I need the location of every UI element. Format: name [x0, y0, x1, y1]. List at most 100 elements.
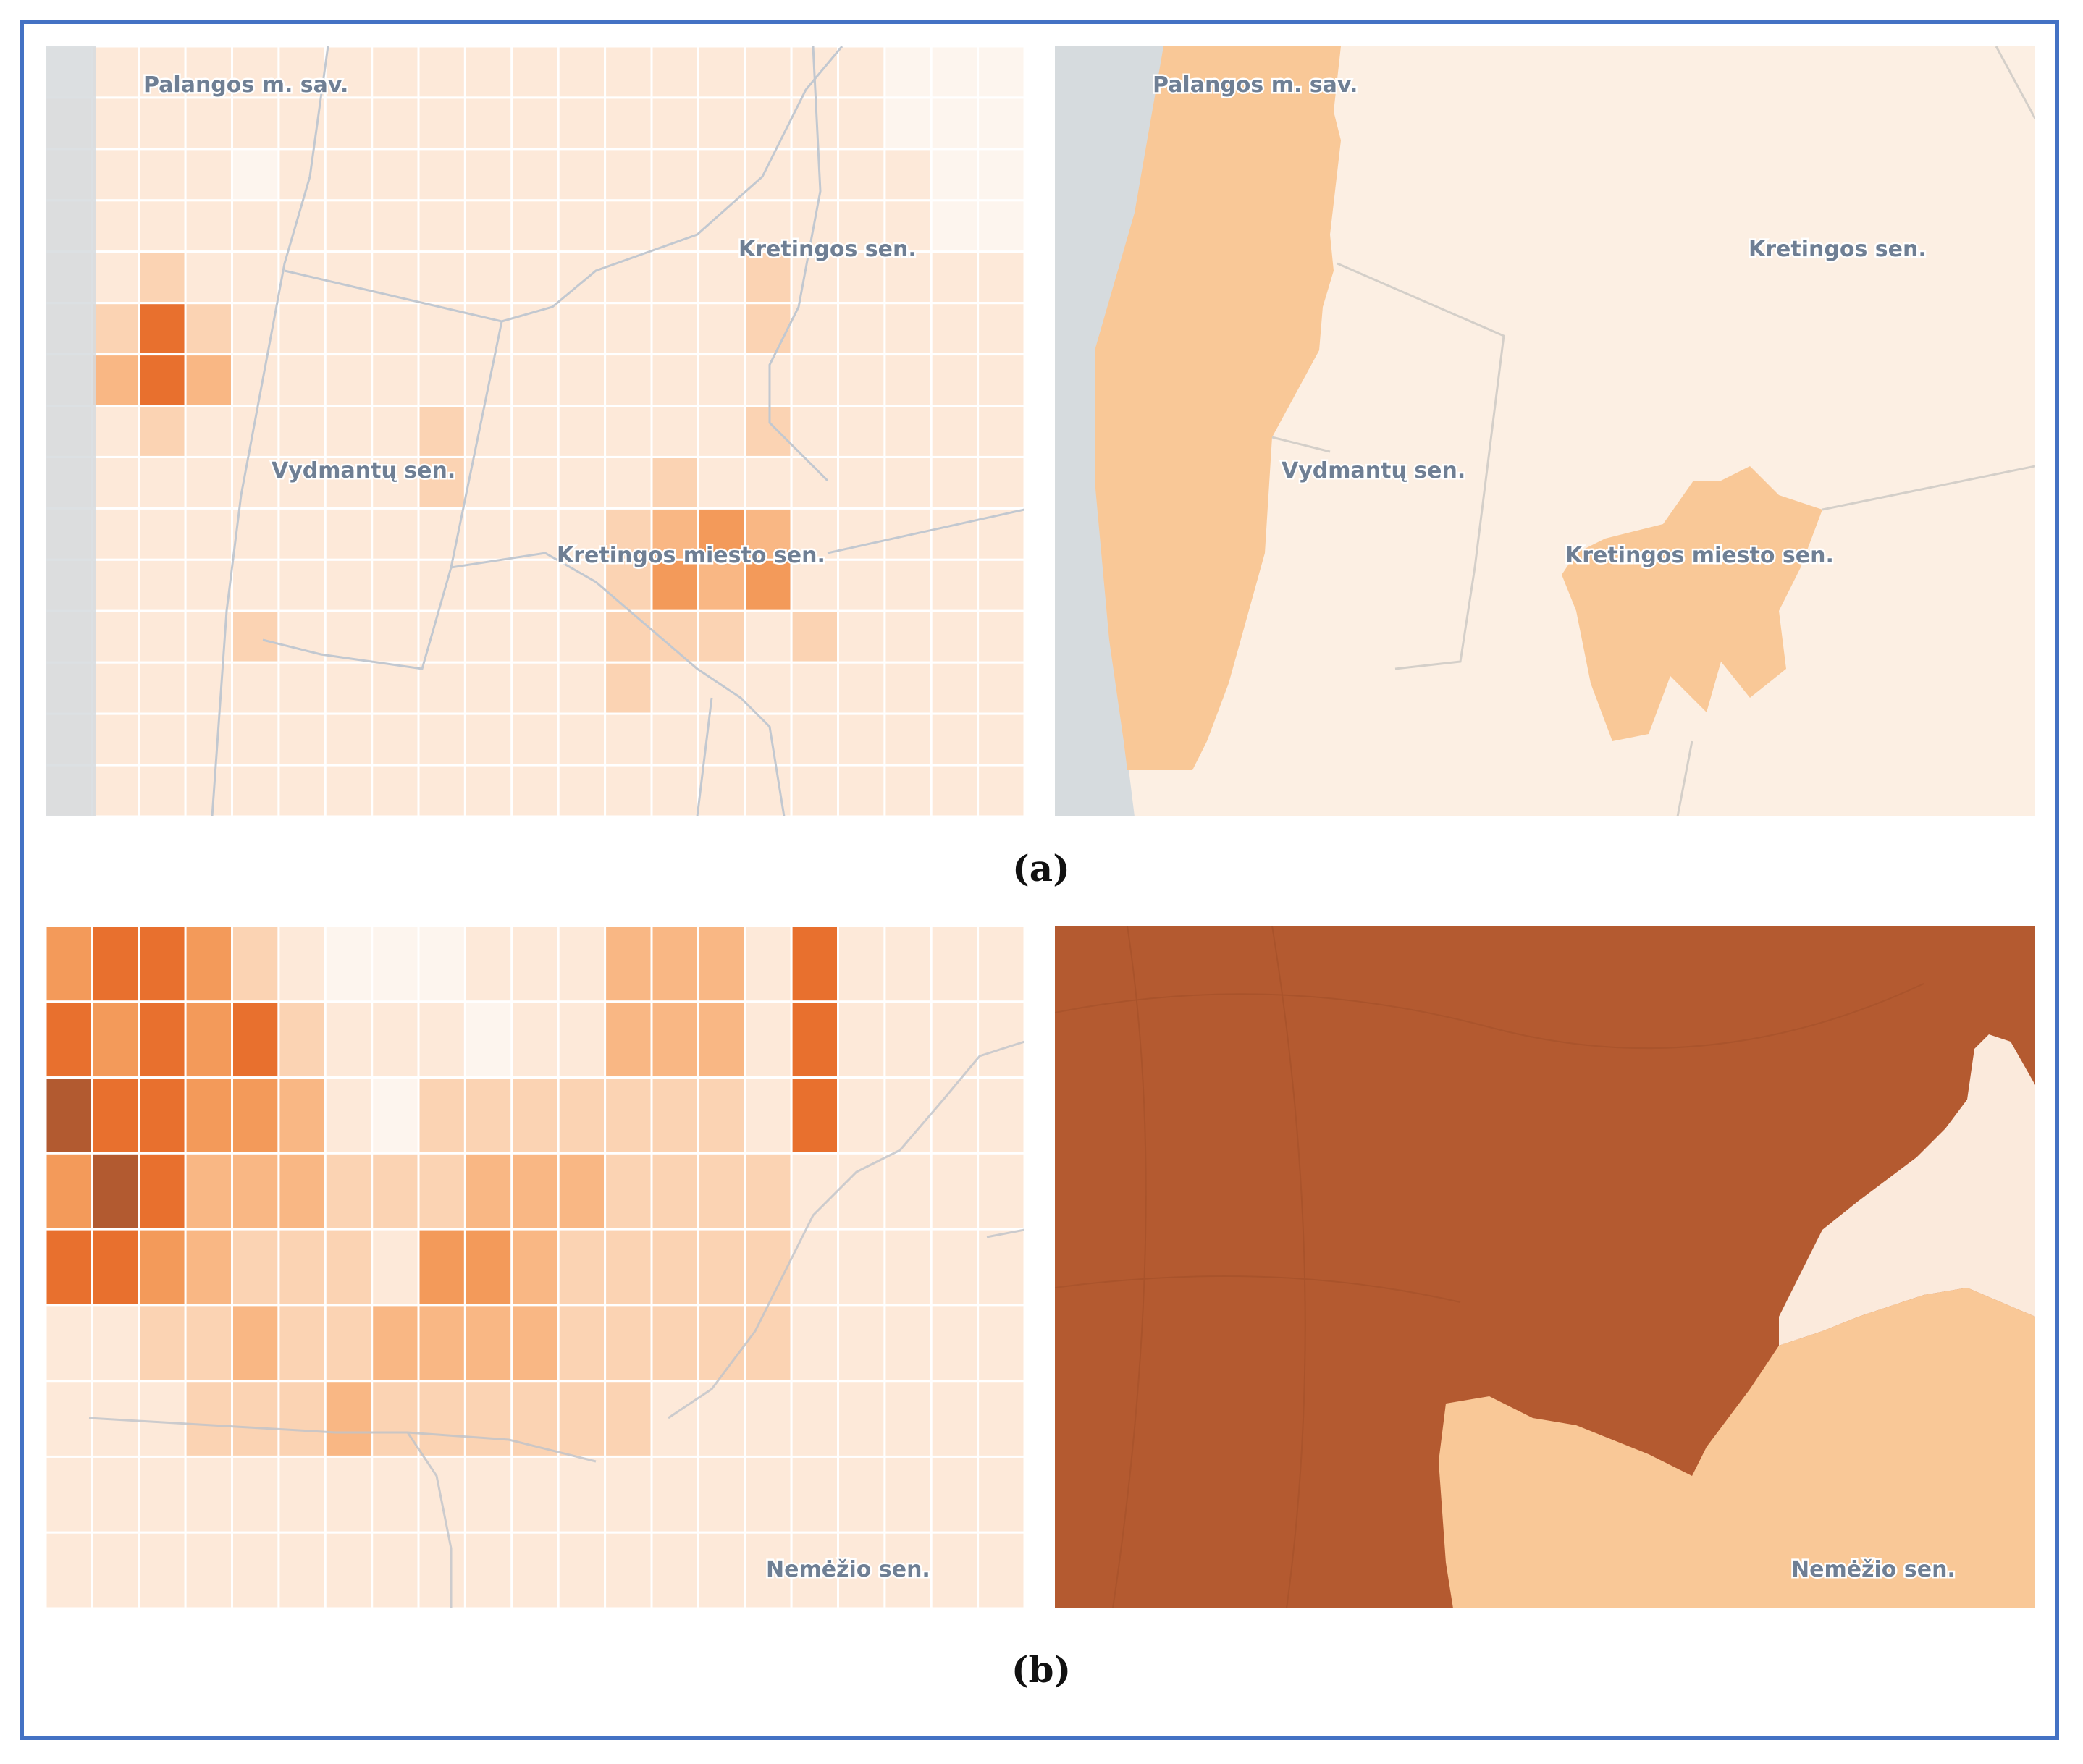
- grid-cell: [930, 1455, 980, 1534]
- grid-cell: [91, 558, 140, 612]
- grid-cell: [510, 1152, 560, 1231]
- grid-cell: [46, 1531, 93, 1608]
- grid-cell: [977, 1531, 1024, 1608]
- grid-cell: [557, 1455, 607, 1534]
- grid-cell: [557, 712, 607, 767]
- grid-cell: [463, 353, 513, 408]
- grid-cell: [977, 405, 1024, 458]
- grid-cell: [744, 405, 793, 458]
- caption-a: (a): [1012, 847, 1070, 890]
- grid-cell: [650, 456, 699, 510]
- grid-cell: [650, 302, 699, 356]
- grid-cell: [744, 353, 793, 408]
- grid-cell: [184, 1455, 234, 1534]
- grid-cell: [977, 764, 1024, 816]
- grid-cell: [510, 712, 560, 767]
- grid-cell: [510, 96, 560, 151]
- grid-cell: [604, 96, 653, 151]
- grid-cell: [184, 46, 234, 99]
- grid-cell: [930, 1152, 980, 1231]
- grid-cell: [790, 712, 839, 767]
- grid-cell: [510, 1304, 560, 1383]
- grid-cell: [744, 96, 793, 151]
- grid-cell: [371, 1076, 420, 1155]
- grid-cell: [277, 353, 327, 408]
- grid-cell: [604, 1455, 653, 1534]
- grid-cell: [650, 1455, 699, 1534]
- map-a-grid-svg: Palangos m. sav. Kretingos sen. Vydmantų…: [46, 46, 1024, 816]
- grid-cell: [510, 609, 560, 664]
- grid-cell: [930, 96, 980, 151]
- grid-cell: [557, 96, 607, 151]
- grid-cell: [837, 405, 886, 458]
- grid-cell: [371, 46, 420, 99]
- grid-cell: [324, 764, 374, 816]
- grid-cell: [46, 1228, 93, 1307]
- grid-cell: [510, 148, 560, 202]
- grid-cell: [790, 456, 839, 510]
- grid-cell: [837, 1531, 886, 1608]
- grid-cell: [837, 148, 886, 202]
- grid-cell: [277, 405, 327, 458]
- grid-cell: [697, 1076, 746, 1155]
- grid-cell: [91, 1304, 140, 1383]
- grid-cell: [790, 1000, 839, 1079]
- grid-cell: [557, 46, 607, 99]
- grid-cell: [510, 1000, 560, 1079]
- grid-cell: [977, 712, 1024, 767]
- grid-cell: [277, 926, 327, 1003]
- grid-cell: [744, 1228, 793, 1307]
- grid-cell: [463, 609, 513, 664]
- grid-cell: [557, 1076, 607, 1155]
- grid-cell: [557, 199, 607, 253]
- grid-cell: [837, 96, 886, 151]
- grid-cell: [371, 250, 420, 305]
- grid-cell: [324, 1380, 374, 1459]
- grid-cell: [790, 1531, 839, 1608]
- grid-cell: [371, 1152, 420, 1231]
- grid-cell: [417, 1380, 466, 1459]
- grid-cell: [46, 1455, 93, 1534]
- grid-cell: [790, 609, 839, 664]
- grid-cell: [557, 148, 607, 202]
- grid-cell: [837, 661, 886, 715]
- grid-cell: [744, 764, 793, 816]
- grid-cell: [277, 1304, 327, 1383]
- grid-cell: [977, 558, 1024, 612]
- map-panel-b-grid: Nemėžio sen.: [46, 926, 1024, 1608]
- grid-cell: [883, 507, 933, 561]
- grid-cell: [837, 558, 886, 612]
- grid-cell: [977, 1000, 1024, 1079]
- grid-cell: [790, 353, 839, 408]
- grid-cell: [977, 609, 1024, 664]
- label-kretingos-miesto: Kretingos miesto sen.: [557, 543, 825, 568]
- grid-cell: [790, 926, 839, 1003]
- grid-cell: [650, 1531, 699, 1608]
- grid-cell: [650, 148, 699, 202]
- road-traces: [1055, 926, 1924, 1608]
- grid-cell: [46, 1076, 93, 1155]
- grid-cell: [184, 1152, 234, 1231]
- grid-cell: [557, 1000, 607, 1079]
- grid-cell: [977, 1152, 1024, 1231]
- grid-cell: [91, 1000, 140, 1079]
- label-kretingos-miesto: Kretingos miesto sen.: [1565, 543, 1834, 568]
- grid-cell: [277, 456, 327, 510]
- grid-cell: [697, 405, 746, 458]
- grid-cell: [744, 1000, 793, 1079]
- grid-cell: [557, 764, 607, 816]
- grid-cell: [883, 46, 933, 99]
- grid-cell: [324, 1228, 374, 1307]
- grid-cell: [930, 405, 980, 458]
- grid-cell: [138, 1228, 187, 1307]
- grid-cell: [184, 250, 234, 305]
- grid-cell: [883, 199, 933, 253]
- grid-cell: [930, 926, 980, 1003]
- grid-cell: [463, 1304, 513, 1383]
- grid-cell: [510, 1380, 560, 1459]
- grid-cell: [463, 926, 513, 1003]
- grid-cell: [231, 353, 280, 408]
- grid-cell: [184, 764, 234, 816]
- grid-cell: [557, 609, 607, 664]
- label-kretingos-sen: Kretingos sen.: [1749, 237, 1927, 262]
